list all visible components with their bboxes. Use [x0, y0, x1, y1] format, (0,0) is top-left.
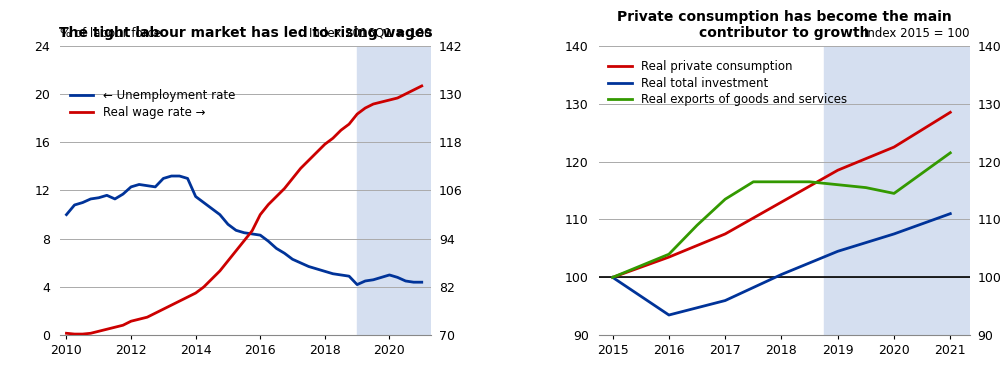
- Title: Private consumption has become the main
contributor to growth: Private consumption has become the main …: [617, 10, 952, 40]
- Bar: [357, 46, 431, 335]
- Text: Index 2016Q1 = 100: Index 2016Q1 = 100: [309, 27, 431, 40]
- Legend: Real private consumption, Real total investment, Real exports of goods and servi: Real private consumption, Real total inv…: [608, 60, 847, 106]
- Title: The tight labour market has led to rising wages: The tight labour market has led to risin…: [59, 26, 433, 40]
- Legend: ← Unemployment rate, Real wage rate →: ← Unemployment rate, Real wage rate →: [70, 89, 235, 119]
- Bar: [824, 46, 970, 335]
- Text: Index 2015 = 100: Index 2015 = 100: [864, 27, 970, 40]
- Text: % of labour force: % of labour force: [60, 27, 161, 40]
